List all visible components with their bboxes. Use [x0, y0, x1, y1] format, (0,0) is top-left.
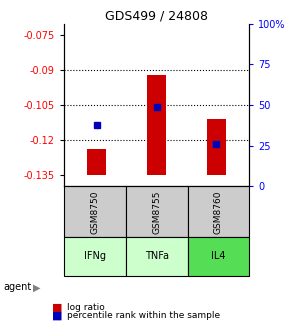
Text: ■: ■: [52, 302, 63, 312]
Bar: [64, 186, 126, 237]
Title: GDS499 / 24808: GDS499 / 24808: [105, 9, 208, 23]
Text: agent: agent: [3, 282, 31, 292]
Bar: [87, 149, 106, 175]
Text: IL4: IL4: [211, 251, 226, 261]
Text: GSM8755: GSM8755: [152, 190, 161, 234]
Text: GSM8760: GSM8760: [214, 190, 223, 234]
Bar: [64, 237, 126, 276]
Text: TNFa: TNFa: [145, 251, 168, 261]
Text: GSM8750: GSM8750: [90, 190, 99, 234]
Bar: [126, 237, 188, 276]
Text: ▶: ▶: [33, 282, 41, 292]
Bar: [147, 75, 166, 175]
Bar: [188, 237, 249, 276]
Bar: [126, 186, 188, 237]
Bar: [188, 186, 249, 237]
Text: percentile rank within the sample: percentile rank within the sample: [67, 311, 220, 320]
Bar: [207, 119, 226, 175]
Text: log ratio: log ratio: [67, 303, 104, 312]
Text: ■: ■: [52, 311, 63, 321]
Text: IFNg: IFNg: [84, 251, 106, 261]
